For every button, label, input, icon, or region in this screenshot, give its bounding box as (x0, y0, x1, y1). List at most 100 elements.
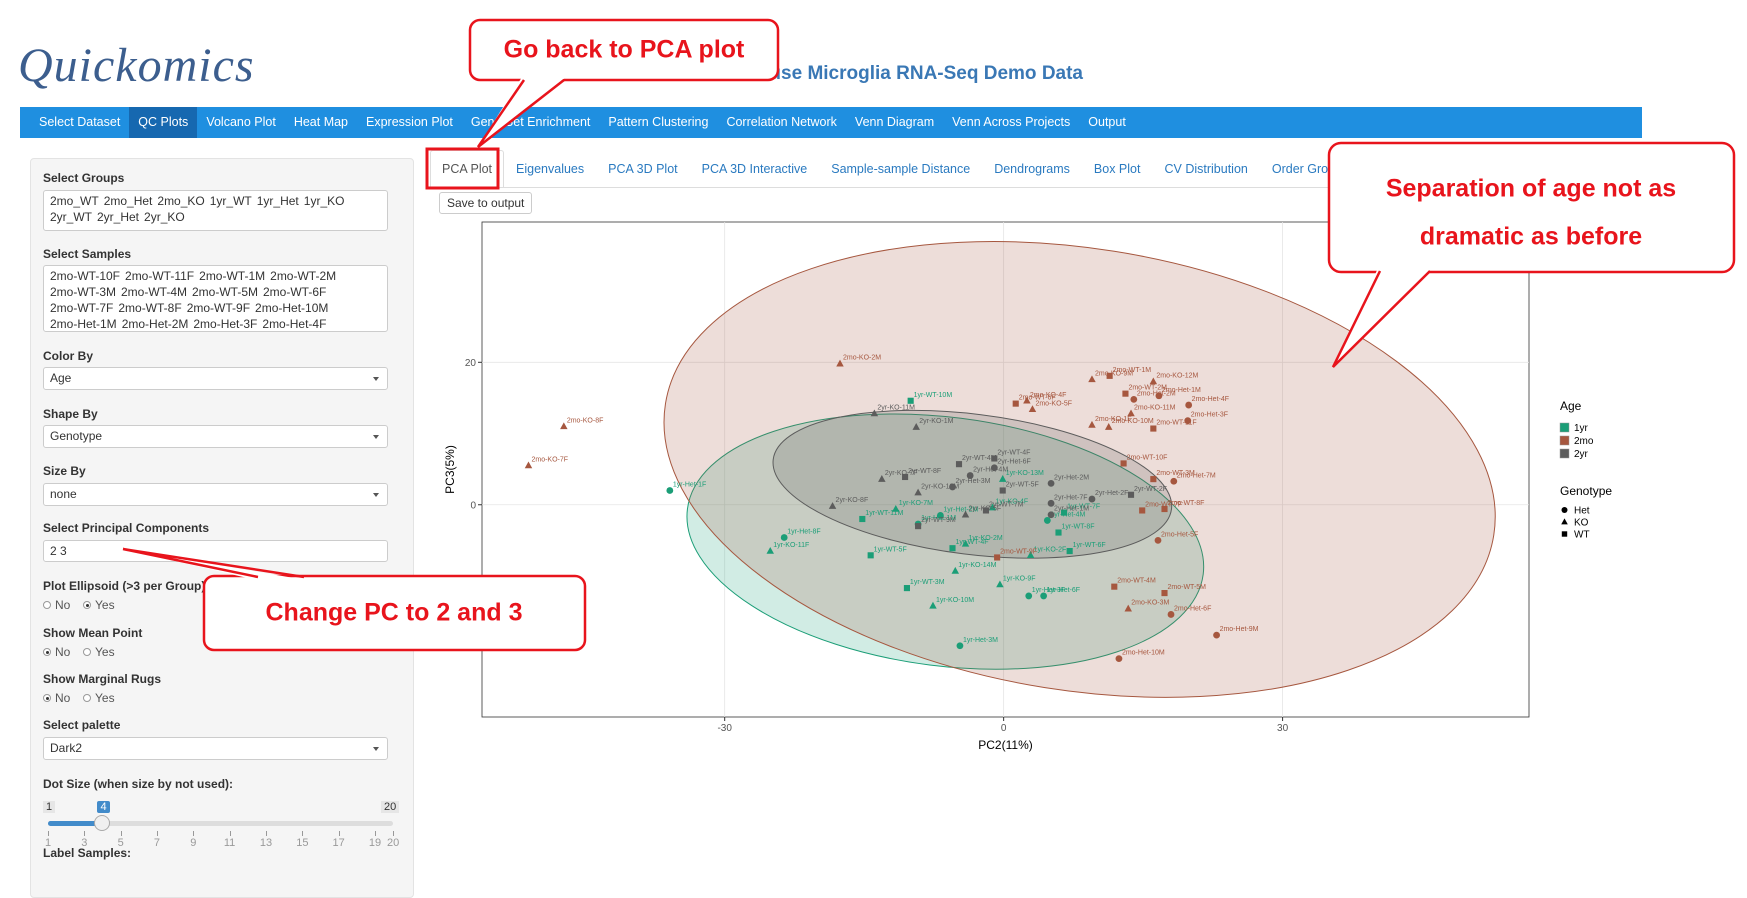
nav-tab[interactable]: Heat Map (293, 115, 349, 129)
save-button[interactable]: Save to output (439, 192, 533, 214)
radio-option[interactable]: No (43, 691, 70, 705)
point (991, 455, 998, 462)
chip[interactable]: 2yr_KO (144, 210, 185, 224)
nav-tab[interactable]: Pattern Clustering (608, 115, 709, 129)
radio-option[interactable]: No (43, 598, 70, 612)
chip[interactable]: 2yr_Het (97, 210, 140, 224)
point (828, 502, 837, 509)
chip[interactable]: 2mo-WT-10F (50, 269, 121, 283)
chip[interactable]: 2mo_KO (157, 194, 205, 208)
radio-option[interactable]: Yes (83, 598, 115, 612)
chip[interactable]: 2mo-Het-4F (262, 317, 327, 331)
radio-dot[interactable] (43, 601, 51, 609)
sub-tab[interactable]: Sample-sample Distance (831, 162, 971, 176)
point (1104, 423, 1113, 430)
chip[interactable]: 2mo-WT-4M (121, 285, 187, 299)
chip[interactable]: 2mo-WT-8F (118, 301, 182, 315)
radio-dot[interactable] (83, 694, 91, 702)
point-label: 2yr-WT-5F (1006, 482, 1039, 489)
chip[interactable]: 2mo-Het-1M (50, 317, 117, 331)
point (1055, 529, 1062, 536)
radio-option[interactable]: Yes (83, 645, 115, 659)
point-label: 1yr-KO-2F (1034, 546, 1067, 553)
point-label: 1yr-KO-7M (899, 500, 933, 507)
radio-dot[interactable] (83, 648, 91, 656)
chip[interactable]: 2mo-WT-1M (199, 269, 266, 283)
sub-tab[interactable]: PCA Plot (430, 150, 505, 187)
chip[interactable]: 2mo_WT (50, 194, 99, 208)
radio-option[interactable]: Yes (83, 691, 115, 705)
nav-tab[interactable]: Output (1088, 115, 1126, 129)
select-box[interactable]: Age (43, 367, 388, 390)
point (903, 585, 910, 592)
point-label: 2mo-Het-3F (1191, 412, 1228, 419)
point (1047, 479, 1055, 487)
point (878, 475, 886, 482)
x-tick-label: 30 (1277, 723, 1289, 734)
point (998, 475, 1007, 482)
point (915, 523, 922, 530)
sub-tab[interactable]: CV Distribution (1164, 162, 1248, 176)
point (1023, 396, 1031, 404)
confidence-ellipse (663, 241, 1496, 698)
slider-handle[interactable] (94, 815, 111, 831)
sub-tab[interactable]: Dendrograms (994, 162, 1070, 176)
radio-dot[interactable] (43, 694, 51, 702)
chip[interactable]: 2mo-WT-3M (50, 285, 116, 299)
nav-tab[interactable]: Venn Across Projects (952, 115, 1071, 129)
radio-option[interactable]: No (43, 645, 70, 659)
point (1185, 401, 1193, 409)
radio-dot[interactable] (83, 601, 91, 609)
text-input[interactable]: 2 3 (43, 540, 388, 562)
multi-select[interactable]: 2mo_WT 2mo_Het 2mo_KO 1yr_WT 1yr_Het 1yr_KO 2y… (43, 190, 388, 231)
nav-tab[interactable]: Volcano Plot (206, 115, 276, 129)
chip[interactable]: 2mo-WT-7F (50, 301, 114, 315)
point-label: 2mo-Het-5F (1161, 531, 1198, 538)
point-label: 1yr-WT-5F (874, 546, 907, 553)
chip[interactable]: 1yr_Het (256, 194, 299, 208)
chip[interactable]: 2mo-Het-3F (193, 317, 258, 331)
point-label: 2mo-Het-1M (1162, 387, 1201, 394)
slider-tick (229, 831, 231, 836)
radio-dot[interactable] (43, 648, 51, 656)
point-label: 2mo-KO-3M (1131, 600, 1169, 607)
chip[interactable]: 2mo_Het (103, 194, 153, 208)
sub-tab[interactable]: Box Plot (1093, 162, 1141, 176)
chip[interactable]: 2mo-WT-2M (270, 269, 337, 283)
sub-tab[interactable]: Eigenvalues (516, 162, 585, 176)
sub-tab[interactable]: PCA 3D Plot (608, 162, 678, 176)
sub-tab[interactable]: Order Groups (1271, 162, 1349, 176)
nav-tab[interactable]: Venn Diagram (854, 115, 935, 129)
chip[interactable]: 2mo-WT-6F (263, 285, 327, 299)
slider-tick (302, 831, 304, 836)
point (1106, 372, 1113, 379)
callout-box (468, 18, 780, 82)
point-label: 2mo-Het-9M (1220, 626, 1259, 633)
chip[interactable]: 2mo-WT-5M (192, 285, 258, 299)
nav-tab[interactable]: QC Plots (129, 107, 198, 138)
point (892, 504, 900, 512)
nav-tab[interactable]: Select Dataset (39, 115, 121, 129)
point (1561, 507, 1568, 513)
sub-tab[interactable]: PCA 3D Interactive (701, 162, 808, 176)
chip[interactable]: 2mo-WT-9F (186, 301, 251, 315)
nav-tab[interactable]: Gene Set Enrichment (470, 115, 591, 129)
chip[interactable]: 1yr_WT (209, 194, 252, 208)
input-value: 2 3 (50, 544, 67, 558)
multi-select[interactable]: 2mo-WT-10F 2mo-WT-11F 2mo-WT-1M 2mo-WT-2M 2m… (43, 265, 388, 332)
select-box[interactable]: none (43, 483, 388, 506)
point-label: 2yr-Het-1M (1054, 506, 1089, 513)
chip[interactable]: 2yr_WT (50, 210, 92, 224)
point (836, 359, 844, 367)
point (1115, 655, 1123, 662)
chip[interactable]: 2mo-Het-10M (255, 301, 329, 315)
nav-tab[interactable]: Expression Plot (366, 115, 453, 129)
chip[interactable]: 2mo-WT-11F (125, 269, 195, 283)
chip[interactable]: 2mo-Het-2M (121, 317, 189, 331)
chip[interactable]: 1yr_KO (303, 194, 345, 208)
select-box[interactable]: Dark2 (43, 737, 388, 760)
nav-tab[interactable]: Correlation Network (726, 115, 837, 129)
select-box[interactable]: Genotype (43, 425, 388, 448)
point-label: 2yr-Het-3M (955, 478, 990, 485)
